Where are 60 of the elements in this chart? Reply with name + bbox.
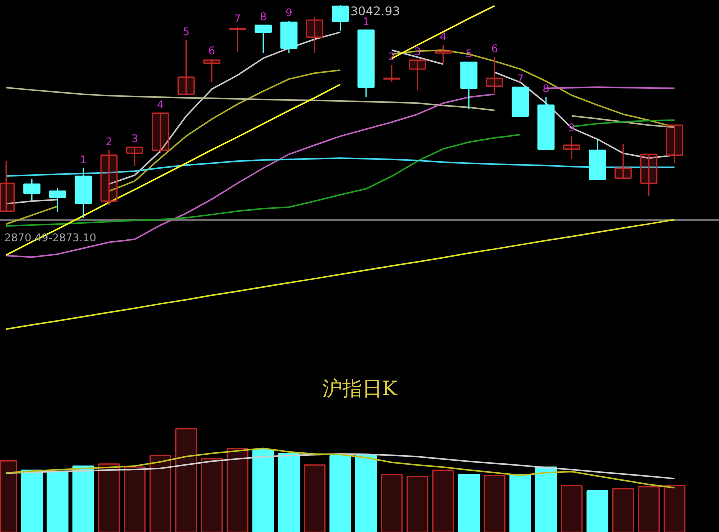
bar — [21, 470, 43, 532]
text: 9 — [286, 6, 293, 20]
candlestick — [640, 154, 658, 198]
text: 7 — [517, 72, 524, 86]
text: 6 — [491, 42, 498, 56]
candlestick — [332, 4, 350, 32]
candlestick — [178, 40, 195, 96]
bar — [355, 455, 378, 532]
candlestick — [434, 44, 452, 64]
bar — [381, 474, 403, 532]
bar — [201, 458, 223, 532]
bar — [46, 470, 69, 532]
candlestick — [409, 60, 426, 91]
candlestick — [49, 188, 66, 214]
candlestick — [383, 64, 401, 84]
candlestick — [100, 150, 118, 206]
text: 4 — [157, 98, 164, 112]
bar — [150, 455, 172, 532]
candlestick — [666, 124, 684, 164]
text: 4 — [440, 30, 447, 44]
candlestick — [229, 26, 246, 54]
bar — [330, 455, 352, 532]
candlestick — [254, 24, 272, 54]
bar — [72, 466, 94, 532]
candlestick — [614, 144, 632, 179]
text: 7 — [234, 12, 242, 26]
bar — [226, 448, 249, 532]
bar — [175, 428, 198, 532]
bar — [484, 475, 506, 532]
text: 6 — [208, 44, 216, 58]
text: 8 — [260, 10, 267, 24]
bar — [664, 485, 686, 532]
text: 3 — [132, 132, 138, 146]
text: 5 — [182, 25, 190, 38]
bar — [586, 490, 609, 532]
bar — [612, 488, 634, 532]
candlestick — [306, 16, 324, 54]
text: 2 — [106, 135, 113, 148]
bar — [458, 474, 480, 532]
bar — [535, 466, 558, 532]
text: 沪指日K — [322, 376, 399, 400]
text: 1 — [80, 153, 87, 166]
bar — [406, 476, 429, 532]
candlestick — [152, 112, 170, 154]
bar — [304, 464, 326, 532]
candlestick — [486, 56, 504, 94]
bar — [252, 449, 274, 532]
bar — [561, 485, 583, 532]
bar — [124, 466, 146, 532]
candlestick — [24, 178, 41, 202]
bar — [638, 486, 660, 532]
text: 8 — [542, 82, 550, 96]
text: 2 — [388, 50, 396, 64]
bar — [432, 470, 454, 532]
bar — [98, 464, 120, 532]
bar — [510, 474, 532, 532]
bar — [278, 453, 300, 532]
candlestick — [563, 136, 581, 160]
candlestick — [126, 146, 144, 168]
candlestick — [203, 58, 221, 84]
